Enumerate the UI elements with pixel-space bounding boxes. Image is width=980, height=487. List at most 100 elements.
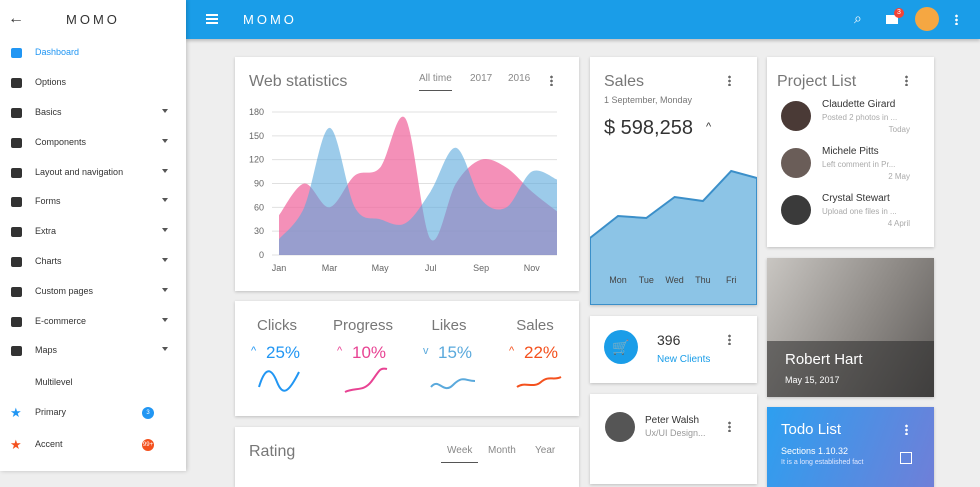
more-icon[interactable] <box>905 75 908 86</box>
more-icon[interactable] <box>728 421 731 432</box>
sidebar: ← MOMO Dashboard Options Basics Components L… <box>0 0 186 471</box>
mail-badge: 3 <box>894 8 904 18</box>
stat-label: Progress <box>332 317 394 334</box>
cart-icon[interactable]: 🛒 <box>604 330 638 364</box>
tab[interactable]: All time <box>419 73 452 91</box>
stat-value: 10% <box>351 343 387 362</box>
y-tick-label: 30 <box>254 226 264 236</box>
area <box>279 127 557 255</box>
menu-item[interactable]: Maps <box>35 345 58 355</box>
menu-icon: ★ <box>10 437 22 452</box>
up-icon: ^ <box>706 121 712 133</box>
name: Robert Hart <box>785 351 863 368</box>
tab[interactable]: 2017 <box>470 73 493 84</box>
contact-card: Peter Walsh Ux/UI Design... <box>590 394 757 484</box>
tab[interactable]: 2016 <box>508 73 531 84</box>
more-icon[interactable] <box>728 75 731 86</box>
stat-value: 25% <box>265 343 301 362</box>
menu-item[interactable]: Accent <box>35 439 63 449</box>
card-title: Rating <box>249 443 296 460</box>
avatar[interactable] <box>915 7 939 31</box>
overlay <box>767 341 934 397</box>
badge: 3 <box>142 407 154 419</box>
menu-item[interactable]: Extra <box>35 226 57 236</box>
more-icon[interactable] <box>728 334 731 345</box>
menu-icon <box>11 227 22 237</box>
menu-item[interactable]: Options <box>35 77 67 87</box>
badge: 99+ <box>142 439 154 451</box>
web-statistics-card: Web statistics All time 2017 2016 0 30 60 9… <box>235 57 579 291</box>
x-tick-label: Thu <box>695 275 711 285</box>
menu-icon[interactable] <box>206 14 218 24</box>
menu-item[interactable]: Layout and navigation <box>35 167 124 177</box>
stat-label: Sales <box>516 317 554 334</box>
sparkline-path <box>258 370 300 392</box>
text: Upload one files in ... <box>822 207 897 216</box>
search-icon[interactable]: ⌕ <box>854 10 862 26</box>
x-tick-label: Tue <box>639 275 654 285</box>
x-tick-label: May <box>372 263 390 273</box>
mail-icon[interactable] <box>886 15 898 24</box>
topbar: MOMO ⌕ 3 <box>186 0 980 39</box>
menu-item[interactable]: Dashboard <box>35 47 80 57</box>
brand: MOMO <box>243 12 297 27</box>
card-title: Web statistics <box>249 73 348 90</box>
text: Left comment in Pr... <box>822 160 896 169</box>
menu-item[interactable]: Primary <box>35 407 66 417</box>
checkbox[interactable] <box>900 452 912 464</box>
y-tick-label: 180 <box>249 107 264 117</box>
arrow: ^ <box>337 345 343 357</box>
menu-item[interactable]: Basics <box>35 107 62 117</box>
caret <box>162 228 168 235</box>
time: Today <box>888 125 910 134</box>
label: New Clients <box>657 354 711 365</box>
caret <box>162 288 168 295</box>
count: 396 <box>657 332 681 348</box>
sparkline <box>516 376 562 388</box>
menu-item[interactable]: Custom pages <box>35 286 94 296</box>
profile-card: Robert Hart May 15, 2017 <box>767 258 934 397</box>
y-tick-label: 60 <box>254 202 264 212</box>
tab[interactable]: Week <box>441 445 479 463</box>
back-icon[interactable]: ← <box>8 10 24 27</box>
menu-item[interactable]: E-commerce <box>35 316 87 326</box>
stat-value: 22% <box>523 343 559 362</box>
web-chart: 0 30 60 90 120 150 180 Jan Mar May Jul Sep Nov <box>249 107 557 273</box>
y-tick-label: 150 <box>249 131 264 141</box>
tab[interactable]: Year <box>535 445 556 456</box>
more-icon[interactable] <box>550 75 553 86</box>
name: Crystal Stewart <box>822 193 890 204</box>
sparkline <box>430 378 476 390</box>
menu-item[interactable]: Charts <box>35 256 62 266</box>
time: 4 April <box>887 219 910 228</box>
y-tick-label: 90 <box>254 179 264 189</box>
menu-icon <box>11 78 22 88</box>
todo-card: Todo List Sections 1.10.32 It is a long … <box>767 407 934 487</box>
tab[interactable]: Month <box>488 445 516 456</box>
stat-label: Clicks <box>257 317 297 334</box>
brand: MOMO <box>66 12 120 27</box>
menu-icon <box>11 138 22 148</box>
time: 2 May <box>888 172 910 181</box>
name: Michele Pitts <box>822 146 879 157</box>
x-tick-label: Wed <box>665 275 683 285</box>
date: May 15, 2017 <box>785 375 840 385</box>
arrow: ^ <box>509 345 515 357</box>
menu-icon <box>11 257 22 267</box>
sparkline-path <box>344 367 388 393</box>
menu-icon <box>11 168 22 178</box>
menu-icon <box>11 48 22 58</box>
arrow: v <box>423 345 429 357</box>
more-icon[interactable] <box>955 14 958 25</box>
sparkline-path <box>430 378 476 390</box>
menu-item[interactable]: Forms <box>35 196 61 206</box>
menu-item[interactable]: Components <box>35 137 87 147</box>
caret <box>162 347 168 354</box>
x-tick-label: Fri <box>726 275 737 285</box>
x-tick-label: Jan <box>272 263 287 273</box>
caret <box>162 258 168 265</box>
sales-card: Sales 1 September, Monday $ 598,258 ^ Mo… <box>590 57 757 305</box>
menu-item[interactable]: Multilevel <box>35 377 73 387</box>
more-icon[interactable] <box>905 424 908 435</box>
